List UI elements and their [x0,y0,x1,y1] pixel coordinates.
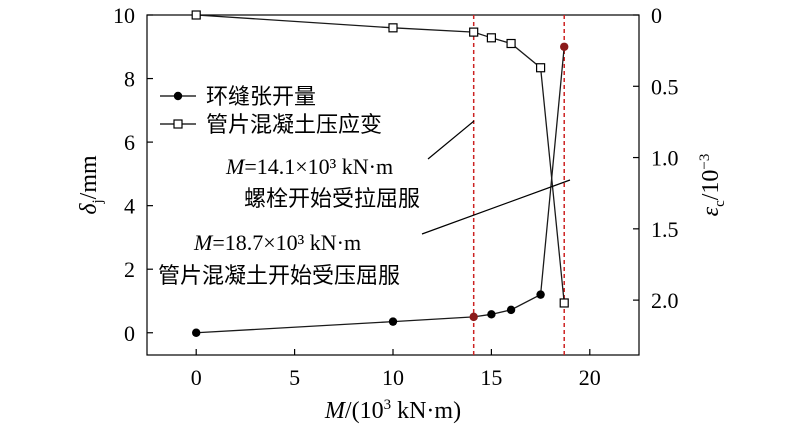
y-left-tick-label: 10 [113,3,135,28]
x-axis-label: M/(103 kN·m) [324,397,461,424]
annotation-concrete-yield: M=18.7×10³ kN·m 管片混凝土开始受压屈服 [158,179,571,289]
annotation-moment-label: M=18.7×10³ kN·m [193,230,361,255]
y-left-tick-label: 0 [124,321,135,346]
annotation-moment-label: M=14.1×10³ kN·m [225,154,393,179]
legend-label-opening: 环缝张开量 [206,85,316,110]
data-point [487,310,496,319]
y-right-tick-label: 1.0 [651,146,679,171]
x-tick-label: 15 [480,365,502,390]
legend-label-strain: 管片混凝土压应变 [206,113,382,138]
y-left-tick-label: 6 [124,130,135,155]
axis-ticks: 0 5 10 15 20 0 2 4 6 8 10 0 0.5 1.0 1.5 2.0 [113,3,679,390]
data-point [388,23,398,33]
annotation-description: 管片混凝土开始受压屈服 [158,264,400,289]
legend-marker-opening [173,91,183,101]
legend-marker-strain [173,119,183,129]
data-point [469,27,479,37]
data-point [469,312,478,322]
y-left-tick-label: 2 [124,257,135,282]
y-left-tick-label: 4 [124,194,135,219]
y-right-tick-label: 2.0 [651,288,679,313]
series-layer [191,10,569,337]
data-point [506,305,516,315]
y-axis-right-label: εc/10−3 [697,154,728,217]
x-tick-label: 20 [579,365,601,390]
annotation-leader-line [421,179,571,235]
legend: 环缝张开量 管片混凝土压应变 [160,85,382,138]
annotation-description: 螺栓开始受拉屈服 [244,187,420,212]
data-point [486,33,496,43]
data-point [506,38,516,49]
data-point [535,63,546,73]
data-point [560,42,569,51]
data-point [191,10,201,20]
y-right-tick-label: 0 [651,3,662,28]
data-point [536,290,545,299]
x-tick-label: 0 [191,365,202,390]
data-point [559,298,569,308]
annotation-leader-line [427,120,475,160]
data-point [388,317,398,326]
y-left-tick-label: 8 [124,67,135,92]
y-right-tick-label: 0.5 [651,74,679,99]
x-tick-label: 5 [289,365,300,390]
annotation-bolt-yield: M=14.1×10³ kN·m 螺栓开始受拉屈服 [225,120,475,212]
y-axis-left-label: δj/mm [76,155,106,215]
x-tick-label: 10 [382,365,404,390]
data-point [192,328,201,337]
y-right-tick-label: 1.5 [651,217,679,242]
